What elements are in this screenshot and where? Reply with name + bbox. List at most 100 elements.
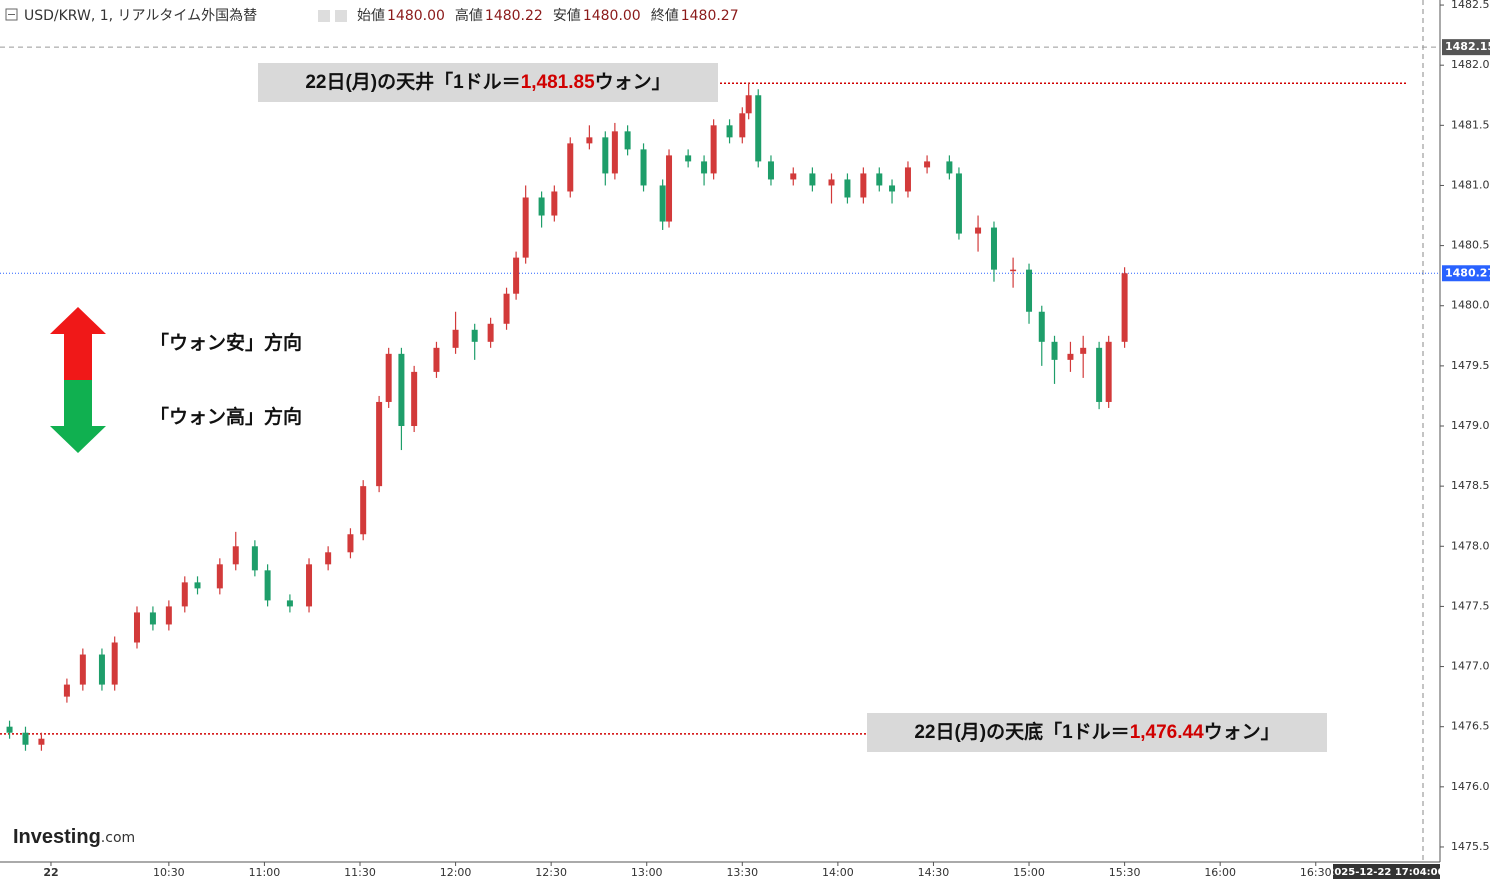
- candle-body: [624, 131, 631, 150]
- y-tick-label: 1481.00: [1451, 178, 1490, 191]
- collapse-icon[interactable]: [5, 8, 18, 21]
- x-tick-label: 13:30: [726, 866, 758, 879]
- candle-body: [659, 185, 666, 222]
- y-tick-label: 1480.50: [1451, 239, 1490, 252]
- y-tick-label: 1475.50: [1451, 840, 1490, 853]
- x-tick-label: 13:00: [631, 866, 663, 879]
- candle-body: [904, 167, 911, 192]
- candle-body: [955, 173, 962, 234]
- x-tick-label: 12:00: [440, 866, 472, 879]
- candle-body: [876, 173, 883, 186]
- candle-body: [924, 161, 931, 168]
- ohlc-value: 1480.27: [681, 8, 739, 24]
- annotation-text: 22日(月)の天底「1ドル＝: [914, 720, 1129, 743]
- candle-body: [111, 642, 118, 685]
- candle-body: [710, 125, 717, 174]
- candle-body: [551, 191, 558, 216]
- candle-body: [433, 347, 440, 372]
- down-arrow: [50, 380, 106, 453]
- brand: Investing: [13, 826, 101, 848]
- symbol: USD/KRW, 1, リアルタイム外国為替: [24, 8, 257, 24]
- high-marker-label: 1482.15: [1445, 40, 1490, 53]
- annotation-box: [258, 63, 718, 102]
- ohlc-label: 安値: [553, 8, 581, 24]
- candle-body: [809, 173, 816, 186]
- cursor-time-box: [1333, 864, 1440, 879]
- candle-body: [1121, 273, 1128, 342]
- candle-body: [513, 257, 520, 294]
- ohlc-label: 終値: [651, 8, 679, 24]
- candle-body: [522, 197, 529, 258]
- candle-body: [1010, 269, 1017, 272]
- y-tick-label: 1481.50: [1451, 118, 1490, 131]
- ohlc-label: 始値: [357, 8, 385, 24]
- candle-body: [1067, 353, 1074, 360]
- candle-body: [306, 564, 313, 607]
- candle-body: [1038, 311, 1045, 342]
- y-tick-label: 1476.00: [1451, 780, 1490, 793]
- candle-body: [79, 654, 86, 685]
- x-tick-label: 11:00: [249, 866, 281, 879]
- candle-body: [611, 131, 618, 174]
- settings-icon[interactable]: [335, 10, 347, 22]
- x-tick-label: 10:30: [153, 866, 185, 879]
- y-tick-label: 1477.50: [1451, 599, 1490, 612]
- x-tick-label: 11:30: [344, 866, 376, 879]
- candle-body: [538, 197, 545, 216]
- annotation-box: [867, 713, 1327, 752]
- ohlc-label: 高値: [455, 7, 483, 24]
- x-tick-label: 16:30: [1300, 866, 1332, 879]
- annotation-text: ウォン」: [595, 71, 671, 93]
- candle-body: [1051, 341, 1058, 360]
- y-tick-label: 1482.00: [1451, 58, 1490, 71]
- candle-body: [739, 113, 746, 138]
- eye-icon[interactable]: [318, 10, 330, 22]
- x-tick-label: 14:30: [918, 866, 950, 879]
- watermark: Investing.com: [13, 826, 135, 848]
- candle-body: [1105, 341, 1112, 402]
- candle-body: [194, 582, 201, 589]
- candle-body: [1080, 347, 1087, 354]
- ohlc-header: 始値 1480.00 高値 1480.22 安値 1480.00 終値 1480.27: [357, 7, 739, 24]
- high-marker-box: [1442, 39, 1490, 56]
- candle-body: [38, 738, 45, 745]
- x-tick-label: 12:30: [535, 866, 567, 879]
- y-tick-label: 1477.00: [1451, 660, 1490, 673]
- annotation: 22日(月)の天底「1ドル＝1,476.44ウォン」: [914, 720, 1279, 743]
- x-tick-label: 16:00: [1204, 866, 1236, 879]
- y-tick-label: 1482.50: [1451, 0, 1490, 11]
- candle-body: [452, 329, 459, 348]
- y-tick-label: 1478.50: [1451, 479, 1490, 492]
- ohlc-value: 1480.00: [387, 8, 445, 24]
- last-price-box: [1442, 265, 1490, 282]
- ohlc-value: 1480.00: [583, 8, 641, 24]
- candle-body: [232, 546, 239, 565]
- candle-body: [602, 137, 609, 174]
- plot: [0, 46, 1440, 751]
- candle-body: [411, 371, 418, 427]
- candle-body: [586, 137, 593, 144]
- candle-body: [98, 654, 105, 685]
- candle-body: [1026, 269, 1033, 312]
- candle-body: [755, 95, 762, 162]
- candle-body: [701, 161, 708, 174]
- candle-body: [6, 726, 13, 733]
- candle-body: [22, 732, 29, 745]
- candle-body: [149, 612, 156, 625]
- annotation-text: 22日(月)の天井「1ドル＝: [305, 70, 520, 93]
- candle-body: [726, 125, 733, 138]
- candle-body: [790, 173, 797, 180]
- candle-body: [286, 600, 293, 607]
- candle-body: [325, 552, 332, 565]
- up-arrow: [50, 307, 106, 380]
- candle-body: [181, 582, 188, 607]
- annotation-price: 1,481.85: [521, 72, 595, 93]
- x-tick-label: 15:00: [1013, 866, 1045, 879]
- candle-body: [251, 546, 258, 571]
- cursor-time: 2025-12-22 17:04:00: [1327, 867, 1444, 878]
- direction-label: 「ウォン高」方向: [150, 405, 302, 428]
- x-tick-label: 14:00: [822, 866, 854, 879]
- x-tick-label: 22: [43, 866, 58, 879]
- candle-body: [828, 179, 835, 186]
